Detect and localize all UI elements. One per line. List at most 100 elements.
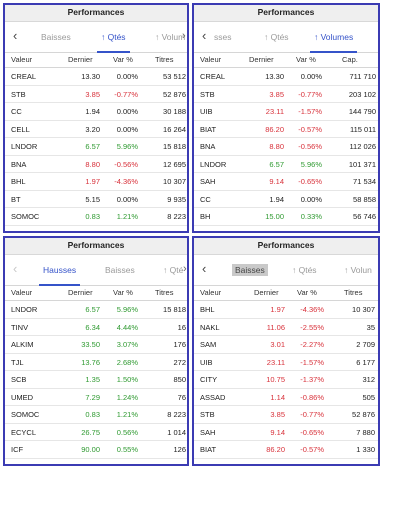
- table-row[interactable]: TJL 13.76 2.68% 272: [5, 354, 187, 371]
- table-row[interactable]: BIAT 86.20 -0.57% 115 011: [194, 121, 378, 138]
- cell-var: -0.56%: [300, 463, 324, 465]
- table-row[interactable]: CC 1.94 0.00% 58 858: [194, 191, 378, 208]
- table-row[interactable]: CREAL 13.30 0.00% 53 512: [5, 68, 187, 86]
- chevron-right-icon[interactable]: ›: [182, 30, 186, 42]
- cell-var: -0.77%: [300, 410, 324, 419]
- table-body: CREAL 13.30 0.00% 711 710 STB 3.85 -0.77% 203 1…: [194, 68, 378, 232]
- chevron-left-icon[interactable]: ‹: [13, 261, 18, 276]
- cell-dernier: 3.20: [269, 230, 284, 232]
- cell-valeur: UIB: [200, 107, 213, 116]
- chevron-left-icon[interactable]: ‹: [202, 261, 207, 276]
- table-row[interactable]: LNDOR 6.57 5.96% 15 818: [5, 138, 187, 156]
- table-row[interactable]: TINV 6.34 4.44% 16: [5, 319, 187, 336]
- table-row[interactable]: SAM 3.01 -2.27% 2 709: [194, 336, 378, 354]
- table-row[interactable]: SOMOC 0.83 1.21% 8 223: [5, 208, 187, 226]
- cell-volume: 71 534: [353, 177, 376, 186]
- table-row[interactable]: SOMOC 0.83 1.21% 8 223: [5, 406, 187, 424]
- table-row[interactable]: ICF 90.00 0.55% 126: [5, 441, 187, 459]
- tab-volumes[interactable]: ↑ Volun: [344, 265, 372, 275]
- cell-volume: 272: [173, 357, 186, 367]
- cell-valeur: BH: [200, 212, 211, 221]
- tab-baisses[interactable]: sses: [214, 32, 232, 42]
- table-row[interactable]: STB 3.85 -0.77% 52 876: [194, 406, 378, 424]
- table-row[interactable]: SAH 9.14 -0.65% 7 880: [5, 226, 187, 232]
- table-row[interactable]: CITY 10.75 -1.37% 312: [194, 371, 378, 389]
- cell-dernier: 0.83: [85, 212, 100, 221]
- table-header: Valeur Dernier Var % Titres: [5, 286, 187, 301]
- table-row[interactable]: UIB 23.11 -1.57% 144 790: [194, 103, 378, 121]
- table-row[interactable]: LNDOR 6.57 5.96% 101 371: [194, 156, 378, 173]
- tab-volumes[interactable]: ↑ Volumes: [309, 22, 358, 53]
- chevron-right-icon[interactable]: ›: [183, 263, 187, 275]
- cell-volume: 115 011: [350, 124, 376, 134]
- table-row[interactable]: CREAL 13.30 0.00% 711 710: [194, 68, 378, 86]
- cell-volume: 1 330: [356, 445, 375, 454]
- cell-volume: 176: [173, 340, 186, 349]
- chevron-left-icon[interactable]: ‹: [202, 28, 207, 43]
- table-row[interactable]: BHL 1.97 -4.36% 10 307: [5, 173, 187, 191]
- tab-qtes[interactable]: ↑ Qtés: [292, 265, 317, 275]
- cell-volume: 10 307: [352, 305, 375, 314]
- table-row[interactable]: LNDOR 6.57 5.96% 15 818: [5, 301, 187, 319]
- tab-qtes[interactable]: ↑ Qté: [163, 265, 184, 275]
- cell-valeur: BHL: [11, 177, 26, 186]
- cell-volume: 126: [173, 445, 186, 454]
- table-row[interactable]: CELL 3.20 0.00% 16 264: [5, 121, 187, 138]
- cell-volume: 16: [177, 322, 186, 332]
- table-row[interactable]: STB 3.85 -0.77% 203 102: [194, 86, 378, 103]
- tab-qtes[interactable]: ↑ Qtés: [264, 32, 289, 42]
- table-row[interactable]: UIB 23.11 -1.57% 6 177: [194, 354, 378, 371]
- tab-hausses[interactable]: Hausses: [38, 255, 81, 286]
- table-row[interactable]: SAH 9.14 -0.65% 7 880: [194, 424, 378, 441]
- tab-bar: ‹ Baisses ↑ Qtés ↑ Volun: [194, 255, 378, 286]
- tab-qtes[interactable]: ↑ Qtés: [97, 22, 130, 53]
- table-row[interactable]: NAKL 11.06 -2.55% 35: [194, 319, 378, 336]
- cell-var: 0.00%: [116, 107, 138, 116]
- table-row[interactable]: BT 5.15 0.00% 9 935: [5, 191, 187, 208]
- table-row[interactable]: BNA 8.80 -0.56% 12 695: [5, 156, 187, 173]
- cell-volume: 312: [362, 375, 375, 384]
- cell-var: -0.65%: [300, 427, 324, 437]
- cell-dernier: 26.75: [81, 427, 100, 437]
- cell-valeur: CREAL: [11, 72, 37, 81]
- table-row[interactable]: CC 1.94 0.00% 30 188: [5, 103, 187, 121]
- table-row[interactable]: BIAT 86.20 -0.57% 1 330: [194, 441, 378, 459]
- table-row[interactable]: STB 3.85 -0.77% 52 876: [5, 86, 187, 103]
- cell-var: 3.07%: [116, 340, 138, 349]
- table-row[interactable]: BNA 8.80 -0.56% 112 026: [194, 138, 378, 156]
- table-row[interactable]: BH 15.00 0.33% 56 746: [194, 208, 378, 226]
- table-header: Valeur Dernier Var % Titres: [194, 286, 378, 301]
- table-row[interactable]: SIAME 3.79 0.53% 1 090: [5, 459, 187, 465]
- table-row[interactable]: ECYCL 26.75 0.56% 1 014: [5, 424, 187, 441]
- tab-baisses[interactable]: Baisses: [105, 265, 135, 275]
- cell-dernier: 13.76: [81, 357, 100, 367]
- cell-dernier: 0.83: [85, 410, 100, 419]
- cell-dernier: 90.00: [81, 445, 100, 454]
- chevron-left-icon[interactable]: ‹: [13, 28, 18, 43]
- cell-volume: 112 026: [349, 142, 376, 151]
- table-header: Valeur Dernier Var % Cap.: [194, 53, 378, 68]
- header-valeur: Valeur: [200, 288, 222, 297]
- tab-baisses[interactable]: Baisses: [41, 32, 71, 42]
- tab-volumes[interactable]: ↑ Volum: [155, 32, 186, 42]
- cell-valeur: TJL: [11, 357, 24, 367]
- table-row[interactable]: UMED 7.29 1.24% 76: [5, 389, 187, 406]
- cell-var: -1.57%: [298, 107, 322, 116]
- table-row[interactable]: SCB 1.35 1.50% 850: [5, 371, 187, 389]
- tab-baisses[interactable]: Baisses: [232, 255, 268, 285]
- cell-valeur: SOMOC: [11, 410, 40, 419]
- table-row[interactable]: ASSAD 1.14 -0.86% 505: [194, 389, 378, 406]
- table-row[interactable]: SAH 9.14 -0.65% 71 534: [194, 173, 378, 191]
- cell-valeur: STB: [200, 89, 215, 99]
- table-row[interactable]: BNA 8.80 -0.56% 12 695: [194, 459, 378, 465]
- cell-var: 5.96%: [116, 305, 138, 314]
- table-row[interactable]: ALKIM 33.50 3.07% 176: [5, 336, 187, 354]
- table-row[interactable]: BHL 1.97 -4.36% 10 307: [194, 301, 378, 319]
- table-row[interactable]: CELL 3.20 0.00% 52 045: [194, 226, 378, 232]
- cell-dernier: 33.50: [81, 340, 100, 349]
- cell-dernier: 8.80: [85, 159, 100, 169]
- cell-valeur: BT: [11, 194, 21, 204]
- cell-dernier: 3.20: [85, 124, 100, 134]
- header-valeur: Valeur: [11, 55, 33, 64]
- cell-valeur: STB: [11, 89, 26, 99]
